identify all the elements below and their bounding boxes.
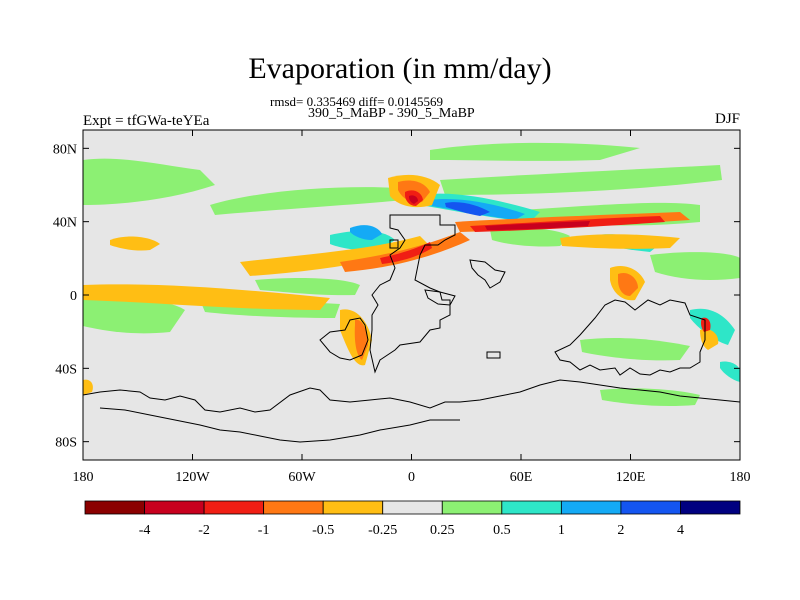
y-tick-label: 80N xyxy=(53,142,77,157)
anomaly-region xyxy=(83,379,93,395)
y-tick-label: 0 xyxy=(70,289,77,304)
chart-title: Evaporation (in mm/day) xyxy=(248,52,552,85)
coastlines xyxy=(83,214,740,443)
colorbar-label: 4 xyxy=(677,523,684,538)
coastline-south-america xyxy=(319,317,369,361)
anomaly-region xyxy=(720,361,740,382)
coastline-africa xyxy=(369,214,456,374)
anomaly-field xyxy=(83,142,740,407)
anomaly-region xyxy=(350,225,382,240)
x-tick-label: 0 xyxy=(408,470,415,485)
anomaly-region xyxy=(83,284,330,310)
anomaly-region xyxy=(83,158,215,205)
anomaly-region xyxy=(440,165,722,195)
anomaly-region xyxy=(618,272,638,296)
x-tick-label: 60E xyxy=(510,470,533,485)
anomaly-region xyxy=(700,317,711,332)
axes: 180 120W 60W 0 60E 120E 180 80N 40N 0 40S 80S xyxy=(53,130,751,485)
colorbar-label: -4 xyxy=(139,523,151,538)
coastline-asia xyxy=(554,299,706,376)
anomaly-region xyxy=(380,242,432,264)
colorbar-swatch xyxy=(322,500,384,515)
colorbar-label: -1 xyxy=(258,523,270,538)
anomaly-region xyxy=(580,337,690,361)
anomaly-region xyxy=(110,236,160,251)
colorbar-swatch xyxy=(144,500,205,515)
y-tick-label: 40N xyxy=(53,216,77,231)
coastline-india xyxy=(469,259,506,289)
anomaly-region xyxy=(650,252,740,280)
anomaly-region xyxy=(354,319,368,360)
season-label: DJF xyxy=(714,111,740,127)
x-tick-label: 120E xyxy=(616,470,646,485)
coastline-madagascar xyxy=(486,351,501,359)
colorbar-label: -0.25 xyxy=(368,523,397,538)
coastline-arabia xyxy=(424,289,456,306)
experiment-label: Expt = tfGWa-teYEa xyxy=(83,113,210,129)
anomaly-region xyxy=(255,277,360,296)
stats-line: rmsd= 0.335469 diff= 0.0145569 xyxy=(270,94,443,109)
anomaly-region xyxy=(490,228,570,247)
coastline-antarctica-inner xyxy=(99,407,460,443)
colorbar-swatch xyxy=(382,500,443,515)
anomaly-region xyxy=(690,308,735,345)
anomaly-region xyxy=(430,142,640,161)
anomaly-region xyxy=(240,236,430,276)
colorbar-swatch xyxy=(560,500,622,515)
colorbar-swatch xyxy=(441,500,503,515)
colorbar-label: 0.5 xyxy=(493,523,511,538)
colorbar-label: 1 xyxy=(558,523,565,538)
anomaly-region xyxy=(600,388,700,407)
colorbar-swatch xyxy=(620,500,681,515)
x-tick-label: 120W xyxy=(175,470,210,485)
x-tick-label: 180 xyxy=(730,470,751,485)
colorbar-swatch xyxy=(501,500,562,515)
anomaly-region xyxy=(560,234,680,249)
x-tick-label: 180 xyxy=(73,470,94,485)
coastline-antarctica xyxy=(83,379,740,413)
chart-subtitle: 390_5_MaBP - 390_5_MaBP xyxy=(308,106,475,121)
anomaly-region xyxy=(83,298,185,334)
y-tick-label: 80S xyxy=(55,436,77,451)
colorbar: -4 -2 -1 -0.5 -0.25 0.25 0.5 1 2 4 xyxy=(84,500,741,538)
colorbar-swatch xyxy=(263,500,324,515)
colorbar-label: 2 xyxy=(617,523,624,538)
colorbar-label: -0.5 xyxy=(312,523,334,538)
anomaly-region xyxy=(210,187,405,215)
y-tick-label: 40S xyxy=(55,362,77,377)
anomaly-region xyxy=(409,195,418,204)
colorbar-swatch xyxy=(203,500,265,515)
colorbar-label: 0.25 xyxy=(430,523,455,538)
coastline-europe-box xyxy=(389,239,399,249)
colorbar-swatch xyxy=(680,500,741,515)
colorbar-swatch xyxy=(84,500,145,515)
anomaly-region xyxy=(485,221,590,230)
anomaly-region xyxy=(445,202,490,216)
colorbar-label: -2 xyxy=(198,523,210,538)
x-tick-label: 60W xyxy=(288,470,316,485)
